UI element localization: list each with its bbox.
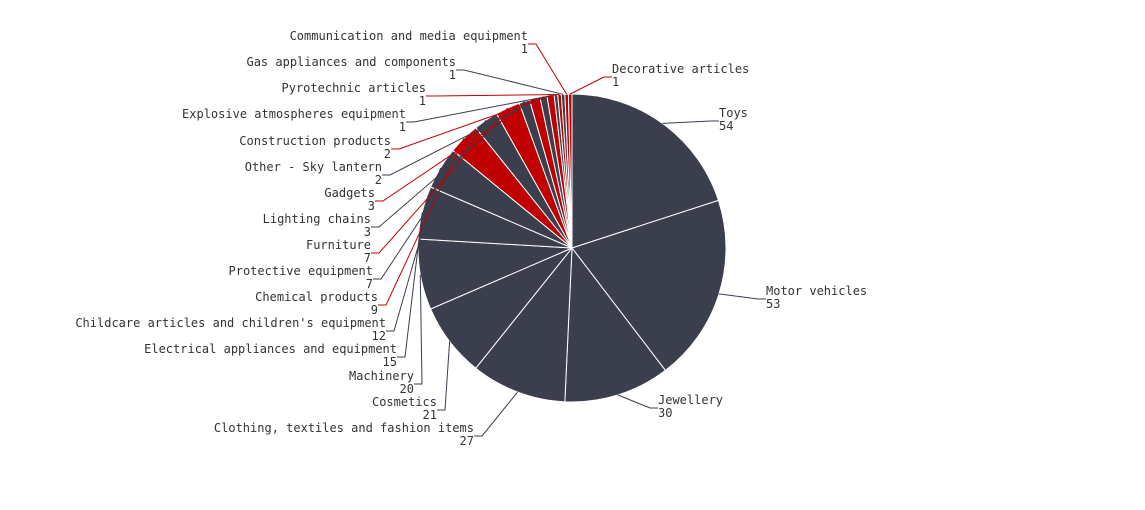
slice-label-gas-appliances-and-components: Gas appliances and components [246,55,456,69]
slice-label-furniture: Furniture [306,238,371,252]
slice-label-motor-vehicles: Motor vehicles [766,284,867,298]
slices-group [417,93,727,403]
slice-value-childcare-articles-and-children-s-equipment: 12 [372,329,386,343]
pie-slice-motor-vehicles [571,199,727,372]
slice-value-chemical-products: 9 [371,303,378,317]
leader-line-chemical-products [378,138,465,306]
slice-value-gas-appliances-and-components: 1 [449,68,456,82]
leader-line-gadgets [375,98,535,202]
slice-label-lighting-chains: Lighting chains [263,212,371,226]
slice-label-communication-and-media-equipment: Communication and media equipment [290,29,528,43]
slice-label-protective-equipment: Protective equipment [229,264,374,278]
leader-line-furniture [371,107,509,254]
leader-line-explosive-atmospheres-equipment [406,94,556,123]
slice-label-pyrotechnic-articles: Pyrotechnic articles [282,81,427,95]
slice-label-toys: Toys [719,106,748,120]
leader-line-cosmetics [437,341,451,411]
leader-line-construction-products [391,95,551,150]
leader-line-clothing-textiles-and-fashion-items [474,391,518,437]
slice-value-gadgets: 3 [368,199,375,213]
leader-line-lighting-chains [371,101,525,228]
slice-label-construction-products: Construction products [239,134,391,148]
slice-value-pyrotechnic-articles: 1 [419,94,426,108]
leader-lines-group [371,43,766,437]
slice-value-explosive-atmospheres-equipment: 1 [399,120,406,134]
slice-value-communication-and-media-equipment: 1 [521,42,528,56]
slice-label-childcare-articles-and-children-s-equipment: Childcare articles and children's equipm… [75,316,386,330]
leader-line-gas-appliances-and-components [456,69,564,95]
slice-label-clothing-textiles-and-fashion-items: Clothing, textiles and fashion items [214,421,474,435]
slice-label-other-sky-lantern: Other - Sky lantern [245,160,382,174]
slice-label-electrical-appliances-and-equipment: Electrical appliances and equipment [144,342,397,356]
slice-label-chemical-products: Chemical products [255,290,378,304]
slice-label-explosive-atmospheres-equipment: Explosive atmospheres equipment [182,107,406,121]
leader-line-protective-equipment [373,120,487,280]
slice-value-furniture: 7 [364,251,371,265]
leader-line-machinery [414,274,423,385]
slice-label-gadgets: Gadgets [324,186,375,200]
slice-value-lighting-chains: 3 [364,225,371,239]
slice-value-clothing-textiles-and-fashion-items: 27 [460,434,474,448]
slice-label-decorative-articles: Decorative articles [612,62,749,76]
slice-value-machinery: 20 [400,382,414,396]
leader-line-toys [662,120,719,124]
slice-value-protective-equipment: 7 [366,277,373,291]
slice-value-cosmetics: 21 [423,408,437,422]
slice-value-motor-vehicles: 53 [766,297,780,311]
slice-value-electrical-appliances-and-equipment: 15 [383,355,397,369]
leader-line-jewellery [617,394,658,409]
slice-value-toys: 54 [719,119,733,133]
leader-line-motor-vehicles [718,293,766,300]
leader-line-decorative-articles [569,76,612,95]
leader-line-communication-and-media-equipment [528,43,568,95]
slice-label-cosmetics: Cosmetics [372,395,437,409]
leader-line-electrical-appliances-and-equipment [397,212,423,358]
slice-label-jewellery: Jewellery [658,393,723,407]
pie-slice-toys [571,93,720,249]
leader-line-other-sky-lantern [382,96,544,176]
pie-slice-jewellery [564,246,667,403]
slice-value-jewellery: 30 [658,406,672,420]
pie-slice-clothing-textiles-and-fashion-items [475,246,573,403]
slice-label-machinery: Machinery [349,369,414,383]
leader-line-pyrotechnic-articles [426,94,560,97]
slice-value-decorative-articles: 1 [612,75,619,89]
slice-value-construction-products: 2 [384,147,391,161]
slice-value-other-sky-lantern: 2 [375,173,382,187]
